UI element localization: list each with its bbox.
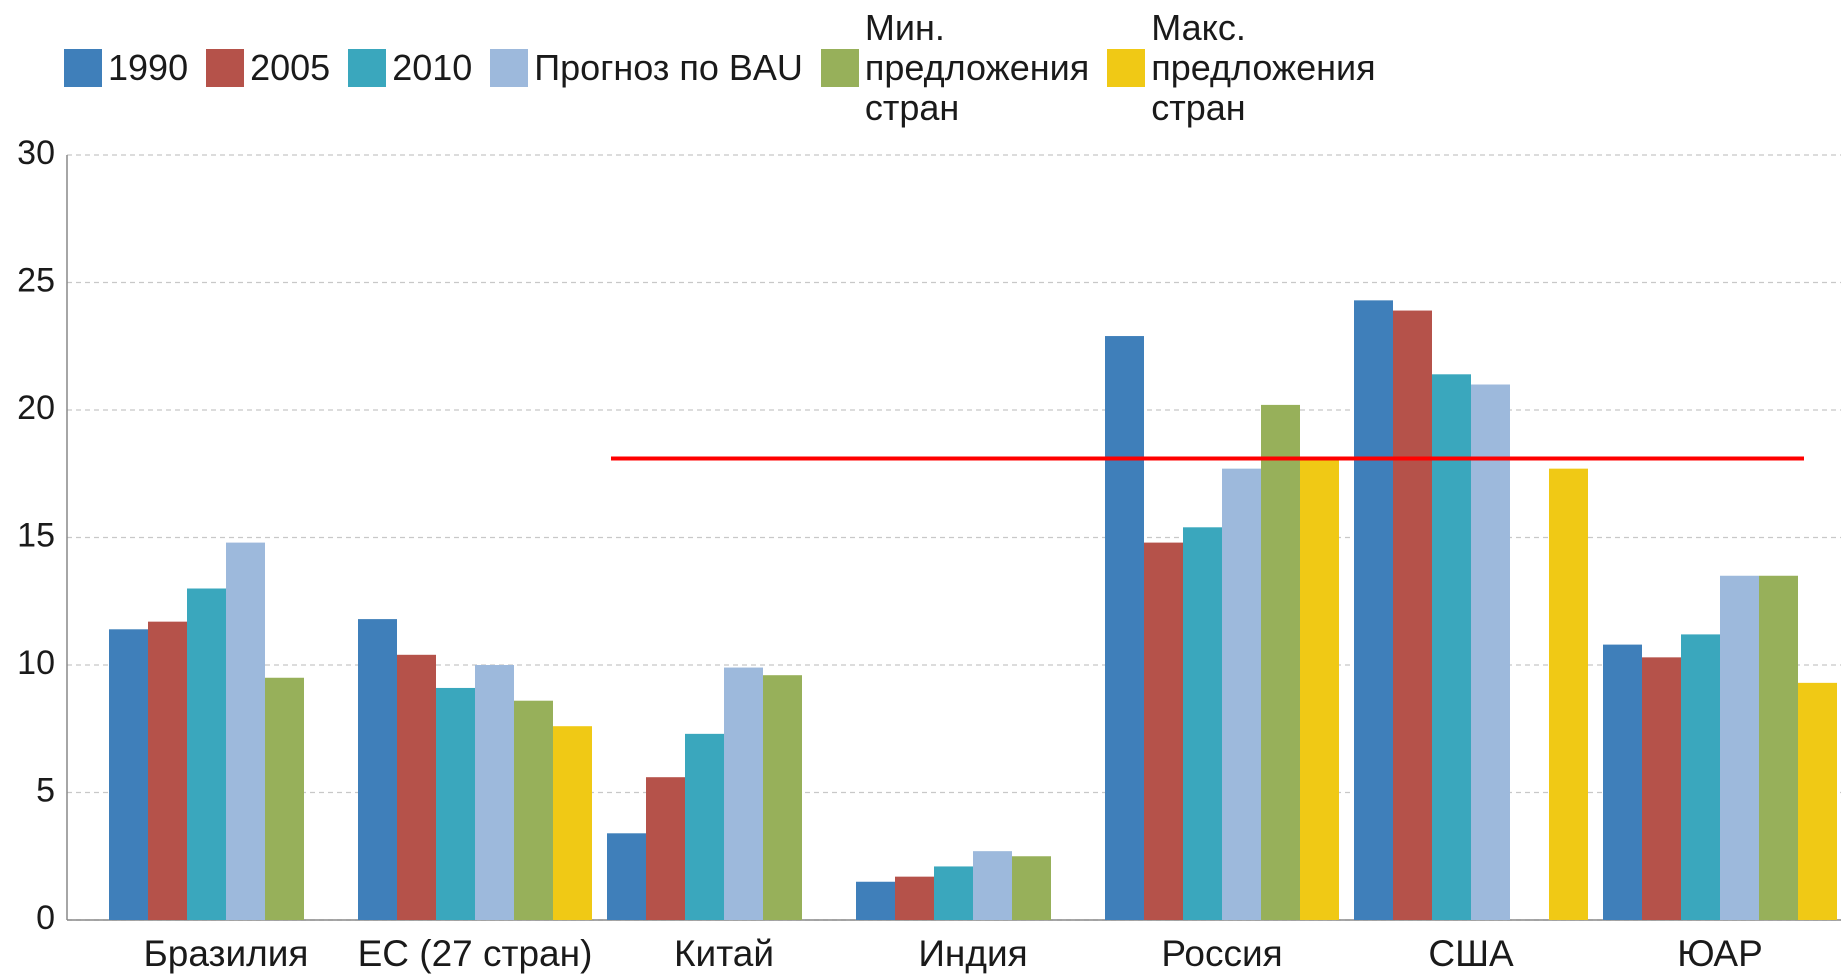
- legend-item: 1990: [64, 48, 188, 88]
- bar: [1144, 542, 1183, 920]
- bar: [553, 726, 592, 920]
- bar: [397, 654, 436, 920]
- bar: [1798, 682, 1837, 920]
- legend-swatch: [206, 49, 245, 87]
- y-tick-label: 25: [17, 261, 55, 299]
- legend-swatch: [348, 49, 387, 87]
- x-tick-label: США: [1428, 933, 1514, 974]
- bar: [1222, 468, 1261, 920]
- legend-item: Мин. предложения стран: [820, 7, 1090, 128]
- bar: [1105, 336, 1144, 920]
- bar: [475, 665, 514, 920]
- bar: [1012, 856, 1051, 920]
- bar: [1603, 644, 1642, 920]
- x-tick-label: Китай: [674, 933, 774, 974]
- x-tick-label: Россия: [1161, 933, 1282, 974]
- legend-label: Макс. предложения стран: [1151, 7, 1376, 128]
- bar: [1393, 310, 1432, 920]
- y-tick-label: 5: [36, 771, 55, 809]
- bar: [265, 677, 304, 920]
- legend-label: 2005: [250, 47, 331, 88]
- bar: [763, 675, 802, 920]
- y-tick-label: 15: [17, 516, 55, 554]
- legend-label: Мин. предложения стран: [864, 7, 1090, 128]
- bar: [1720, 575, 1759, 920]
- bar: [1432, 374, 1471, 920]
- bar: [685, 733, 724, 920]
- bar: [973, 851, 1012, 920]
- bar: [226, 542, 265, 920]
- x-tick-label: Индия: [918, 933, 1027, 974]
- y-tick-label: 10: [17, 644, 55, 682]
- y-tick-label: 30: [17, 134, 55, 172]
- legend-item: 2005: [206, 48, 330, 88]
- legend-label: 1990: [108, 47, 189, 88]
- y-tick-label: 0: [36, 899, 55, 937]
- legend-swatch: [1107, 49, 1146, 87]
- bar: [1183, 527, 1222, 920]
- bar: [1354, 300, 1393, 921]
- x-tick-label: ЮАР: [1677, 933, 1763, 974]
- legend-label: 2010: [392, 47, 473, 88]
- legend: 1990 2005 2010 Прогноз по BAU Мин. предложен…: [64, 6, 1394, 130]
- legend-item: Прогноз по BAU: [490, 48, 803, 88]
- bar: [1759, 575, 1798, 920]
- bar: [607, 833, 646, 920]
- x-tick-label: Бразилия: [144, 933, 309, 974]
- legend-label: Прогноз по BAU: [534, 47, 803, 88]
- bar: [934, 866, 973, 920]
- bar: [895, 876, 934, 920]
- y-tick-label: 20: [17, 389, 55, 427]
- legend-swatch: [820, 49, 859, 87]
- bar: [1300, 458, 1339, 920]
- bar: [856, 881, 895, 920]
- bar: [1681, 634, 1720, 920]
- bar: [1261, 404, 1300, 920]
- bar: [436, 687, 475, 920]
- legend-swatch: [490, 49, 529, 87]
- bar: [1642, 657, 1681, 920]
- bar: [358, 619, 397, 920]
- bar: [1549, 468, 1588, 920]
- bar: [109, 629, 148, 920]
- legend-item: Макс. предложения стран: [1107, 7, 1376, 128]
- bar: [514, 700, 553, 920]
- bar: [646, 777, 685, 920]
- x-tick-label: ЕС (27 стран): [358, 933, 593, 974]
- legend-swatch: [64, 49, 102, 87]
- bar: [187, 588, 226, 920]
- bar: [724, 667, 763, 920]
- bar: [148, 621, 187, 920]
- legend-item: 2010: [348, 48, 472, 88]
- bar: [1471, 384, 1510, 920]
